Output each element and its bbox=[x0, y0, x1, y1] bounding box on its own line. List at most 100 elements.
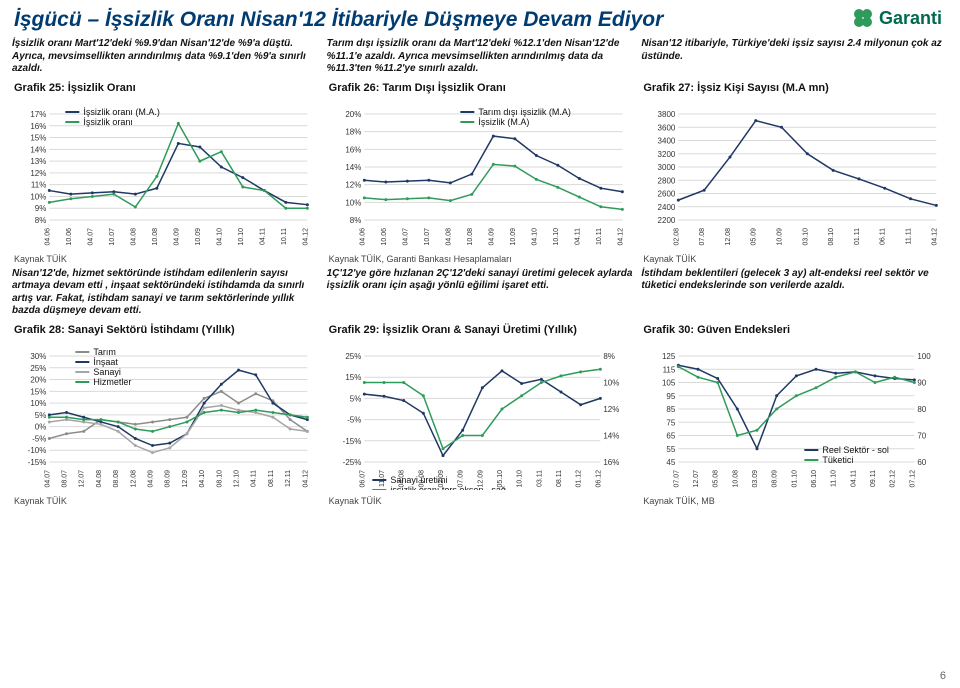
svg-text:İşsizlik (M.A): İşsizlik (M.A) bbox=[478, 117, 529, 127]
svg-text:10.08: 10.08 bbox=[467, 227, 474, 245]
svg-text:10.09: 10.09 bbox=[510, 227, 517, 245]
chart-30: 4555657585951051151256070809010007.0712.… bbox=[643, 340, 946, 490]
svg-text:25%: 25% bbox=[345, 352, 361, 361]
svg-text:10.09: 10.09 bbox=[777, 227, 784, 245]
svg-text:115: 115 bbox=[663, 365, 676, 374]
title-g30: Grafik 30: Güven Endeksleri bbox=[643, 324, 946, 336]
src-26: Kaynak TÜİK, Garanti Bankası Hesaplamala… bbox=[323, 252, 638, 266]
svg-text:03.09: 03.09 bbox=[752, 469, 759, 487]
svg-text:3200: 3200 bbox=[658, 149, 676, 158]
svg-text:11.10: 11.10 bbox=[831, 469, 838, 486]
svg-text:08.11: 08.11 bbox=[556, 469, 563, 486]
svg-text:10%: 10% bbox=[30, 399, 46, 408]
svg-text:04.08: 04.08 bbox=[445, 227, 452, 245]
svg-text:08.07: 08.07 bbox=[62, 469, 69, 487]
svg-text:11%: 11% bbox=[31, 180, 46, 189]
svg-text:04.08: 04.08 bbox=[130, 227, 137, 245]
svg-text:25%: 25% bbox=[30, 363, 46, 372]
svg-text:04.06: 04.06 bbox=[359, 227, 366, 245]
svg-text:01.10: 01.10 bbox=[792, 469, 799, 487]
brand-logo: Garanti bbox=[851, 6, 942, 30]
svg-text:04.09: 04.09 bbox=[173, 227, 180, 245]
svg-text:11.11: 11.11 bbox=[906, 227, 913, 244]
svg-text:5%: 5% bbox=[349, 394, 361, 403]
svg-text:04.08: 04.08 bbox=[96, 469, 103, 487]
svg-text:-15%: -15% bbox=[28, 458, 47, 467]
title-g27: Grafik 27: İşsiz Kişi Sayısı (M.A mn) bbox=[643, 82, 946, 94]
svg-text:İnşaat: İnşaat bbox=[93, 357, 118, 367]
svg-text:60: 60 bbox=[918, 458, 927, 467]
svg-text:10.11: 10.11 bbox=[281, 227, 288, 244]
svg-text:12.07: 12.07 bbox=[693, 469, 700, 487]
svg-text:04.12: 04.12 bbox=[617, 227, 624, 245]
svg-text:10.11: 10.11 bbox=[596, 227, 603, 244]
svg-text:90: 90 bbox=[918, 378, 927, 387]
svg-text:02.12: 02.12 bbox=[890, 469, 897, 487]
svg-text:08.08: 08.08 bbox=[113, 469, 120, 487]
svg-text:02.08: 02.08 bbox=[674, 227, 681, 245]
svg-text:07.07: 07.07 bbox=[674, 469, 681, 487]
svg-text:06.10: 06.10 bbox=[811, 469, 818, 487]
svg-text:16%: 16% bbox=[30, 121, 46, 130]
svg-text:14%: 14% bbox=[603, 431, 619, 440]
svg-text:01.12: 01.12 bbox=[575, 469, 582, 487]
svg-text:-15%: -15% bbox=[342, 436, 361, 445]
note-4: Nisan'12'de, hizmet sektöründe istihdam … bbox=[8, 266, 323, 320]
svg-text:10.08: 10.08 bbox=[152, 227, 159, 245]
svg-text:10.06: 10.06 bbox=[381, 227, 388, 245]
svg-text:12%: 12% bbox=[603, 405, 619, 414]
svg-text:10.07: 10.07 bbox=[109, 227, 116, 245]
svg-text:70: 70 bbox=[918, 431, 927, 440]
svg-text:03.11: 03.11 bbox=[536, 469, 543, 486]
title-g25: Grafik 25: İşsizlik Oranı bbox=[14, 82, 317, 94]
svg-text:04.09: 04.09 bbox=[488, 227, 495, 245]
svg-text:12%: 12% bbox=[30, 168, 46, 177]
svg-text:12.07: 12.07 bbox=[79, 469, 86, 487]
svg-text:5%: 5% bbox=[35, 410, 47, 419]
svg-text:İşsizlik oranı: İşsizlik oranı bbox=[83, 117, 133, 127]
svg-text:04.12: 04.12 bbox=[302, 469, 309, 487]
clover-icon bbox=[851, 6, 875, 30]
svg-text:18%: 18% bbox=[345, 127, 361, 136]
svg-text:12.08: 12.08 bbox=[130, 469, 137, 487]
svg-text:55: 55 bbox=[667, 444, 676, 453]
svg-text:8%: 8% bbox=[603, 352, 615, 361]
page-number: 6 bbox=[940, 670, 946, 682]
svg-text:Hizmetler: Hizmetler bbox=[93, 377, 131, 387]
svg-text:08.09: 08.09 bbox=[772, 469, 779, 487]
logo-text: Garanti bbox=[879, 8, 942, 29]
svg-text:03.10: 03.10 bbox=[803, 227, 810, 245]
svg-text:10.10: 10.10 bbox=[553, 227, 560, 245]
svg-text:45: 45 bbox=[667, 458, 676, 467]
svg-text:04.12: 04.12 bbox=[302, 227, 309, 245]
note-5: 1Ç'12'ye göre hızlanan 2Ç'12'deki sanayi… bbox=[323, 266, 638, 320]
svg-text:04.09: 04.09 bbox=[148, 469, 155, 487]
svg-text:10%: 10% bbox=[603, 378, 619, 387]
note-6: İstihdam beklentileri (gelecek 3 ay) alt… bbox=[637, 266, 952, 320]
svg-text:04.11: 04.11 bbox=[251, 469, 258, 486]
svg-text:işsizlik oranı ters eksen - sa: işsizlik oranı ters eksen - sağ bbox=[390, 485, 506, 490]
svg-text:-5%: -5% bbox=[32, 434, 46, 443]
svg-text:10.06: 10.06 bbox=[66, 227, 73, 245]
title-g29: Grafik 29: İşsizlik Oranı & Sanayi Üreti… bbox=[329, 324, 632, 336]
svg-text:14%: 14% bbox=[30, 145, 46, 154]
svg-text:Tarım: Tarım bbox=[93, 347, 116, 357]
svg-text:2400: 2400 bbox=[658, 202, 676, 211]
svg-text:Sanayi: Sanayi bbox=[93, 367, 121, 377]
svg-text:04.10: 04.10 bbox=[531, 227, 538, 245]
svg-text:10.10: 10.10 bbox=[238, 227, 245, 245]
svg-text:08.10: 08.10 bbox=[216, 469, 223, 487]
svg-text:10%: 10% bbox=[345, 198, 361, 207]
svg-text:9%: 9% bbox=[35, 204, 47, 213]
note-2: Tarım dışı işsizlik oranı da Mart'12'dek… bbox=[323, 36, 638, 78]
note-3: Nisan'12 itibariyle, Türkiye'deki işsiz … bbox=[637, 36, 952, 78]
svg-text:05.09: 05.09 bbox=[751, 227, 758, 245]
svg-text:16%: 16% bbox=[345, 145, 361, 154]
svg-text:-10%: -10% bbox=[28, 446, 47, 455]
svg-text:2600: 2600 bbox=[658, 189, 676, 198]
svg-text:09.11: 09.11 bbox=[870, 469, 877, 486]
svg-text:105: 105 bbox=[662, 378, 676, 387]
svg-text:04.07: 04.07 bbox=[44, 469, 51, 487]
svg-text:04.11: 04.11 bbox=[851, 469, 858, 486]
svg-text:8%: 8% bbox=[349, 216, 361, 225]
